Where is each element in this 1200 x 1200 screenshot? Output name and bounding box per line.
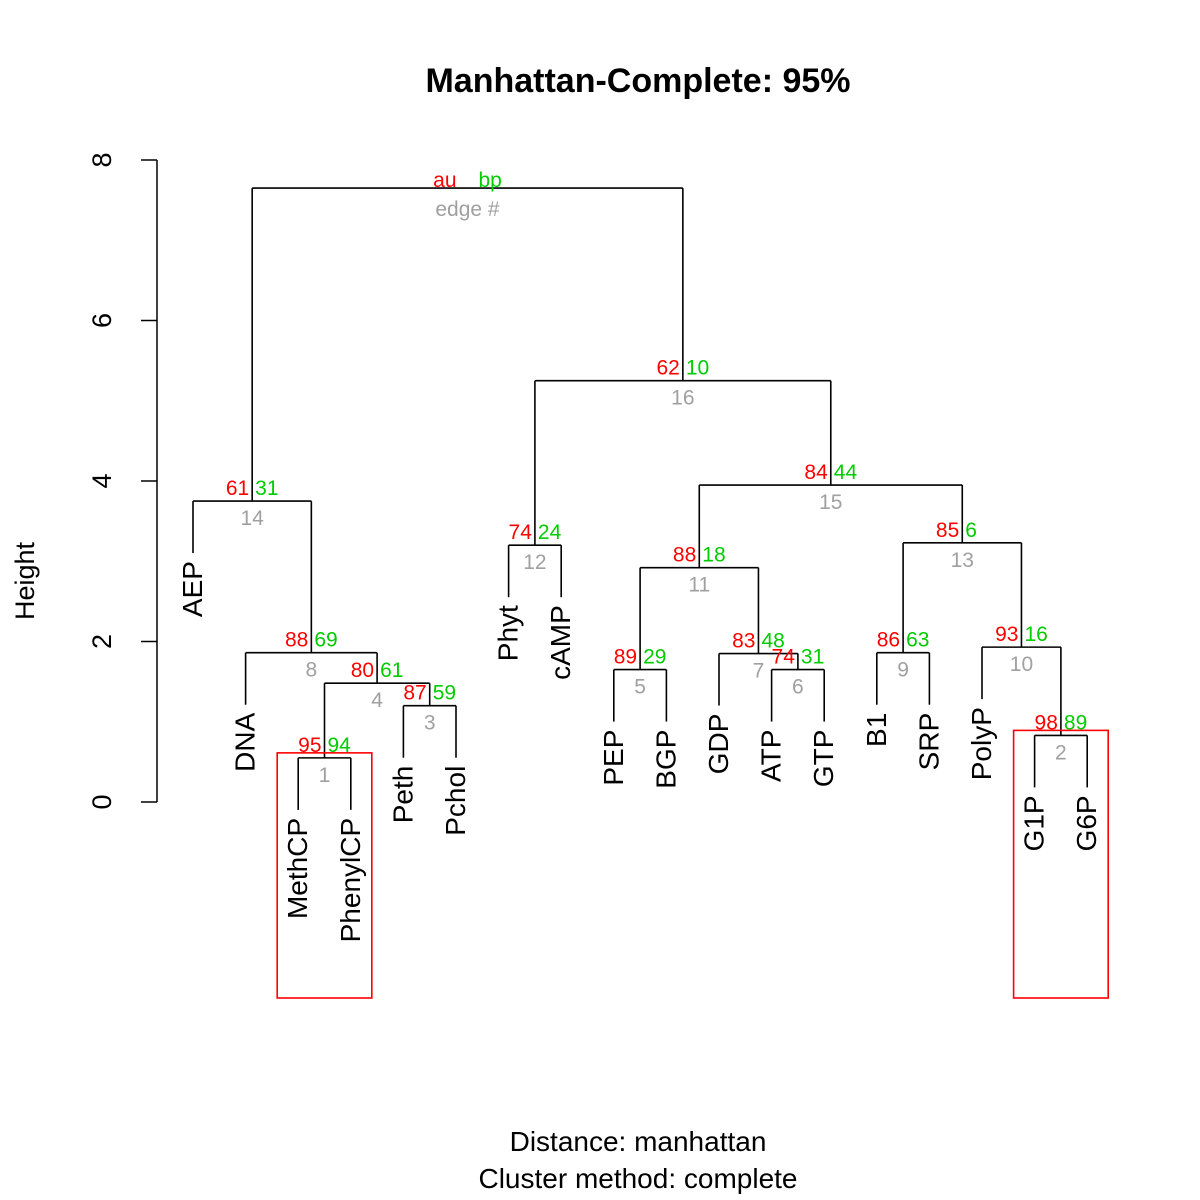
bp-value: 16 — [1024, 623, 1047, 646]
au-value: 83 — [732, 630, 755, 653]
au-value: 86 — [877, 629, 900, 652]
au-value: 95 — [298, 734, 321, 757]
leaf-label: PEP — [598, 730, 629, 786]
bp-value: 29 — [643, 646, 666, 669]
leaf-label: B1 — [861, 713, 892, 747]
edge-number: 12 — [523, 551, 546, 574]
bp-value: 89 — [1064, 711, 1087, 734]
edge-number: 14 — [240, 507, 264, 530]
edge-number: 1 — [319, 764, 331, 787]
au-value: 85 — [936, 519, 959, 542]
au-value: 74 — [772, 646, 796, 669]
y-tick-label: 8 — [87, 152, 117, 167]
edge-number: 2 — [1055, 741, 1067, 764]
y-tick-label: 6 — [87, 313, 117, 328]
leaf-label: cAMP — [545, 605, 576, 680]
au-value: 61 — [226, 477, 249, 500]
bp-value: 44 — [834, 461, 858, 484]
leaf-label: SRP — [913, 713, 944, 771]
legend-au: au — [433, 169, 456, 192]
leaf-label: G1P — [1019, 795, 1050, 851]
au-value: 89 — [614, 646, 637, 669]
dendrogram-tree — [192, 187, 1088, 810]
leaf-label: MethCP — [282, 818, 313, 919]
bp-value: 94 — [328, 734, 352, 757]
au-value: 74 — [509, 521, 533, 544]
au-value: 62 — [656, 357, 679, 380]
bp-value: 69 — [314, 629, 337, 652]
edge-number: 5 — [634, 676, 646, 699]
edge-number: 4 — [371, 689, 383, 712]
edge-number: 8 — [306, 659, 318, 682]
legend-edge: edge # — [435, 198, 500, 221]
bp-value: 48 — [761, 630, 784, 653]
y-axis-title: Height — [10, 541, 40, 620]
edge-number: 6 — [792, 676, 804, 699]
bp-value: 10 — [686, 357, 709, 380]
bp-value: 31 — [255, 477, 278, 500]
au-value: 98 — [1035, 711, 1058, 734]
bp-value: 18 — [702, 544, 725, 567]
edge-number: 9 — [897, 659, 909, 682]
leaf-label: Peth — [387, 766, 418, 824]
edge-number: 10 — [1010, 653, 1033, 676]
leaf-label: BGP — [650, 730, 681, 789]
edge-number: 13 — [951, 549, 974, 572]
bp-value: 63 — [906, 629, 929, 652]
leaf-label: Phyt — [493, 605, 524, 661]
au-value: 80 — [351, 659, 374, 682]
highlight-rect — [1012, 729, 1109, 999]
leaf-label: Pchol — [440, 766, 471, 836]
subtitle-method: Cluster method: complete — [478, 1163, 797, 1194]
y-tick-label: 4 — [87, 473, 117, 488]
edge-number: 3 — [424, 712, 436, 735]
au-value: 93 — [995, 623, 1018, 646]
bp-value: 31 — [801, 646, 824, 669]
edge-number: 11 — [688, 574, 710, 597]
bp-value: 24 — [538, 521, 562, 544]
au-value: 87 — [403, 682, 426, 705]
leaf-label: GTP — [808, 730, 839, 788]
legend-bp: bp — [479, 169, 502, 192]
leaf-label: G6P — [1071, 795, 1102, 851]
y-tick-label: 0 — [87, 794, 117, 809]
bp-value: 61 — [380, 659, 403, 682]
chart-title: Manhattan-Complete: 95% — [425, 62, 850, 100]
bp-value: 59 — [433, 682, 456, 705]
highlight-rects — [276, 729, 1109, 999]
au-value: 88 — [285, 629, 308, 652]
leaf-label: ATP — [756, 730, 787, 782]
subtitle-distance: Distance: manhattan — [510, 1126, 767, 1157]
y-axis: 0 2 4 6 8 — [87, 152, 158, 810]
edge-number: 16 — [671, 387, 694, 410]
leaf-label: PhenylCP — [335, 818, 366, 943]
edge-number: 7 — [753, 660, 765, 683]
leaf-labels: AEP DNA MethCP PhenylCP Peth Pchol Phyt cAMP PEP… — [177, 561, 1102, 942]
leaf-label: AEP — [177, 561, 208, 617]
edge-number: 15 — [819, 491, 842, 514]
au-value: 88 — [673, 544, 696, 567]
highlight-rect — [276, 752, 373, 999]
leaf-label: PolyP — [966, 707, 997, 780]
leaf-label: GDP — [703, 714, 734, 775]
au-value: 84 — [804, 461, 828, 484]
y-tick-label: 2 — [87, 634, 117, 649]
bp-value: 6 — [965, 519, 977, 542]
leaf-label: DNA — [230, 712, 261, 771]
